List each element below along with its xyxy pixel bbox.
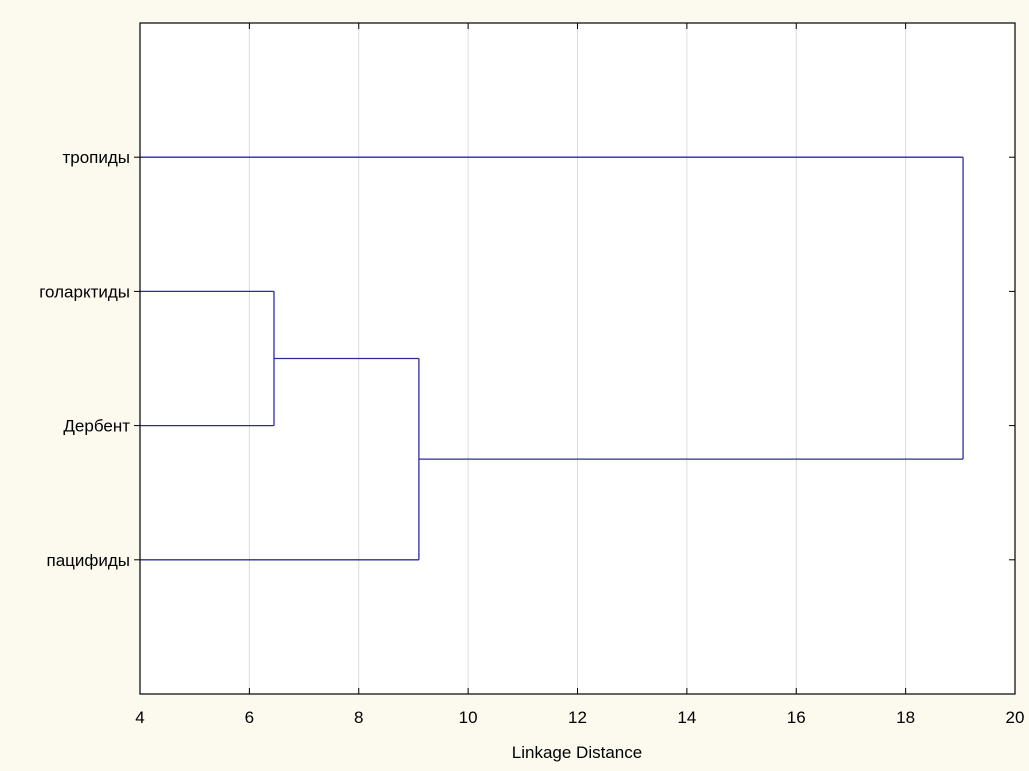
- x-tick-label: 16: [787, 708, 806, 727]
- x-tick-label: 20: [1006, 708, 1025, 727]
- x-tick-label: 14: [677, 708, 696, 727]
- axis-ticks: [134, 23, 1016, 694]
- x-tick-label: 10: [459, 708, 478, 727]
- leaf-labels: тропиды голарктиды Дербент пацифиды: [39, 148, 130, 570]
- x-tick-label: 18: [896, 708, 915, 727]
- x-tick-label: 8: [354, 708, 363, 727]
- x-tick-label: 6: [245, 708, 254, 727]
- leaf-label: Дербент: [63, 417, 130, 436]
- leaf-label: пацифиды: [46, 551, 130, 570]
- x-tick-labels: 4 6 8 10 12 14 16 18 20: [135, 708, 1024, 727]
- leaf-label: тропиды: [62, 148, 130, 167]
- leaf-label: голарктиды: [39, 282, 130, 301]
- x-axis-title: Linkage Distance: [512, 743, 642, 762]
- x-tick-label: 12: [568, 708, 587, 727]
- x-tick-label: 4: [135, 708, 144, 727]
- dendrogram-links: [140, 156, 964, 561]
